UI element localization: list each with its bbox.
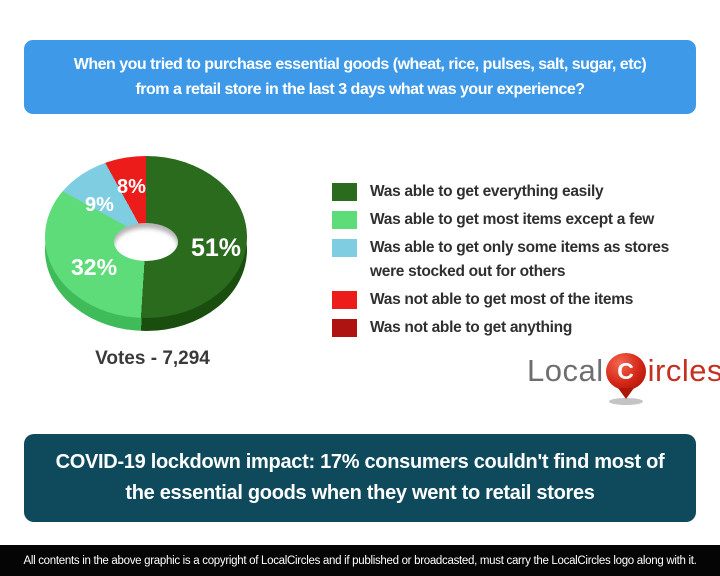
- legend-item: Was able to get only some items as store…: [332, 236, 697, 284]
- donut-chart: 51% 32% 9% 8%: [45, 156, 247, 331]
- legend-label: Was able to get only some items as store…: [370, 239, 669, 280]
- slice-percent-label: 51%: [191, 234, 242, 262]
- slice-percent-label: 8%: [117, 176, 146, 198]
- legend-item: Was not able to get anything: [332, 316, 697, 340]
- pin-tail: [617, 388, 634, 399]
- legend-item: Was able to get most items except a few: [332, 208, 697, 232]
- legend-label: Was not able to get anything: [370, 319, 573, 336]
- legend-item: Was able to get everything easily: [332, 180, 697, 204]
- logo-text-local: Local: [527, 353, 604, 388]
- localcircles-logo: Local C ircles: [527, 350, 720, 408]
- question-header-box: When you tried to purchase essential goo…: [24, 40, 696, 114]
- chart-legend: Was able to get everything easily Was ab…: [332, 180, 697, 344]
- legend-label: Was able to get most items except a few: [370, 211, 655, 228]
- legend-swatch-red: [332, 291, 357, 309]
- slice-percent-label: 9%: [85, 194, 114, 216]
- legend-swatch-dark-red: [332, 319, 357, 337]
- impact-statement-box: COVID-19 lockdown impact: 17% consumers …: [24, 434, 696, 522]
- pin-letter: C: [605, 353, 646, 390]
- legend-item: Was not able to get most of the items: [332, 288, 697, 312]
- location-pin-icon: C: [605, 350, 647, 406]
- slice-percent-label: 32%: [71, 254, 118, 280]
- legend-label: Was not able to get most of the items: [370, 291, 634, 308]
- logo-text-ircles: ircles: [647, 353, 720, 388]
- legend-label: Was able to get everything easily: [370, 183, 604, 200]
- question-line-2: from a retail store in the last 3 days w…: [135, 81, 585, 98]
- pin-shadow: [608, 398, 643, 405]
- legend-swatch-light-green: [332, 211, 357, 229]
- impact-line-1: COVID-19 lockdown impact: 17% consumers …: [55, 451, 665, 473]
- votes-count: Votes - 7,294: [95, 348, 210, 369]
- legend-swatch-cyan: [332, 239, 357, 257]
- impact-line-2: the essential goods when they went to re…: [125, 482, 595, 504]
- donut-hole: [114, 223, 178, 261]
- question-line-1: When you tried to purchase essential goo…: [73, 56, 647, 73]
- copyright-footer: All contents in the above graphic is a c…: [0, 545, 720, 576]
- legend-swatch-dark-green: [332, 183, 357, 201]
